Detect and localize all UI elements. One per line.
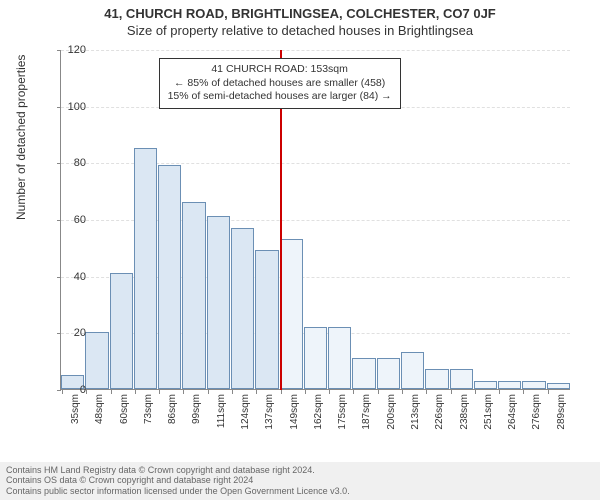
histogram-bar [547, 383, 570, 389]
annotation-box: 41 CHURCH ROAD: 153sqm← 85% of detached … [159, 58, 401, 109]
x-tick-label: 35sqm [70, 394, 81, 424]
x-tick-mark [548, 390, 549, 394]
x-tick-mark [451, 390, 452, 394]
x-tick-label: 289sqm [556, 394, 567, 430]
x-tick-mark [329, 390, 330, 394]
x-tick-label: 137sqm [264, 394, 275, 430]
histogram-bar [474, 381, 497, 390]
gridline [61, 50, 570, 51]
y-tick-label: 20 [56, 327, 86, 339]
x-tick-mark [475, 390, 476, 394]
histogram-bar [304, 327, 327, 389]
x-tick-mark [378, 390, 379, 394]
annotation-line-1: 41 CHURCH ROAD: 153sqm [168, 63, 392, 77]
x-tick-label: 99sqm [191, 394, 202, 424]
histogram-bar [401, 352, 424, 389]
footer-attribution: Contains HM Land Registry data © Crown c… [0, 462, 600, 500]
histogram-bar [207, 216, 230, 389]
x-tick-label: 124sqm [240, 394, 251, 430]
annotation-line-3: 15% of semi-detached houses are larger (… [168, 90, 392, 104]
x-tick-label: 60sqm [119, 394, 130, 424]
annotation-line-2: ← 85% of detached houses are smaller (45… [168, 77, 392, 91]
x-tick-label: 238sqm [459, 394, 470, 430]
x-tick-label: 226sqm [434, 394, 445, 430]
x-tick-label: 149sqm [289, 394, 300, 430]
y-tick-label: 100 [56, 101, 86, 113]
x-tick-label: 276sqm [531, 394, 542, 430]
x-tick-mark [402, 390, 403, 394]
x-tick-mark [353, 390, 354, 394]
x-tick-mark [183, 390, 184, 394]
histogram-bar [352, 358, 375, 389]
x-tick-label: 162sqm [313, 394, 324, 430]
histogram-bar [377, 358, 400, 389]
x-tick-mark [135, 390, 136, 394]
footer-line-2: Contains OS data © Crown copyright and d… [6, 475, 594, 486]
chart-container: 41 CHURCH ROAD: 153sqm← 85% of detached … [60, 50, 570, 420]
y-tick-label: 80 [56, 157, 86, 169]
histogram-bar [158, 165, 181, 389]
chart-title-subtitle: Size of property relative to detached ho… [0, 21, 600, 42]
histogram-bar [255, 250, 278, 389]
y-axis-label: Number of detached properties [14, 55, 28, 220]
histogram-bar [522, 381, 545, 390]
histogram-bar [182, 202, 205, 389]
histogram-bar [110, 273, 133, 389]
x-tick-mark [523, 390, 524, 394]
x-tick-mark [111, 390, 112, 394]
footer-line-3: Contains public sector information licen… [6, 486, 594, 497]
chart-title-address: 41, CHURCH ROAD, BRIGHTLINGSEA, COLCHEST… [0, 0, 600, 21]
x-tick-mark [305, 390, 306, 394]
y-tick-label: 40 [56, 271, 86, 283]
x-tick-label: 86sqm [167, 394, 178, 424]
histogram-bar [425, 369, 448, 389]
histogram-bar [85, 332, 108, 389]
y-tick-label: 0 [56, 384, 86, 396]
x-tick-label: 48sqm [94, 394, 105, 424]
x-tick-mark [256, 390, 257, 394]
x-tick-mark [499, 390, 500, 394]
histogram-bar [280, 239, 303, 389]
x-tick-label: 187sqm [361, 394, 372, 430]
x-tick-mark [159, 390, 160, 394]
plot-area: 41 CHURCH ROAD: 153sqm← 85% of detached … [60, 50, 570, 390]
histogram-bar [231, 228, 254, 390]
x-tick-mark [86, 390, 87, 394]
x-tick-label: 200sqm [386, 394, 397, 430]
footer-line-1: Contains HM Land Registry data © Crown c… [6, 465, 594, 476]
x-tick-label: 251sqm [483, 394, 494, 430]
x-tick-label: 175sqm [337, 394, 348, 430]
x-tick-mark [426, 390, 427, 394]
y-tick-label: 60 [56, 214, 86, 226]
x-tick-label: 111sqm [216, 394, 227, 428]
x-tick-label: 213sqm [410, 394, 421, 430]
histogram-bar [134, 148, 157, 389]
x-tick-mark [281, 390, 282, 394]
histogram-bar [450, 369, 473, 389]
x-tick-mark [208, 390, 209, 394]
histogram-bar [498, 381, 521, 390]
x-tick-mark [232, 390, 233, 394]
histogram-bar [328, 327, 351, 389]
x-tick-label: 73sqm [143, 394, 154, 424]
x-tick-label: 264sqm [507, 394, 518, 430]
y-tick-label: 120 [56, 44, 86, 56]
